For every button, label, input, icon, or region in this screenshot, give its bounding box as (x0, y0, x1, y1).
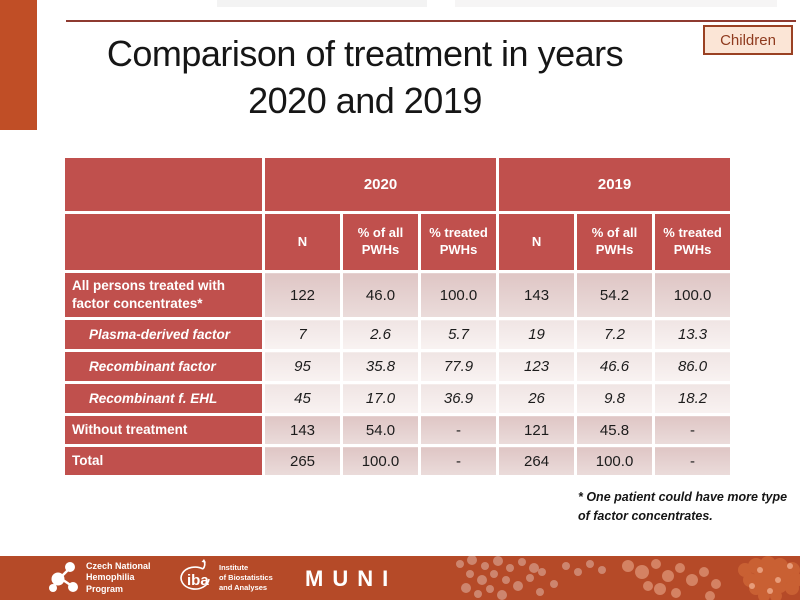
cnhp-label-line3: Program (86, 583, 124, 594)
cell: 143 (496, 270, 578, 320)
top-edge-artifact (217, 0, 427, 7)
cell: 54.2 (574, 270, 656, 320)
col-header: % treated PWHs (417, 211, 500, 273)
table-row: Plasma-derived factor 7 2.6 5.7 19 7.2 1… (62, 317, 734, 352)
slide-title-line1: Comparison of treatment in years (106, 33, 624, 74)
table-row: Recombinant factor 95 35.8 77.9 123 46.6… (62, 349, 734, 384)
cell: 86.0 (652, 349, 734, 384)
cell: 122 (262, 270, 343, 320)
footnote: * One patient could have more type of fac… (578, 488, 788, 527)
iba-logo: iba Institute of Biostatistics and Analy… (176, 559, 273, 597)
cell: 143 (262, 413, 343, 447)
children-tag: Children (703, 25, 793, 55)
col-header: % of all PWHs (340, 211, 421, 273)
cell: 264 (496, 444, 578, 478)
comparison-table: 2020 2019 N % of all PWHs % treated PWHs… (62, 155, 734, 478)
col-header: N (496, 211, 578, 273)
footnote-line2: of factor concentrates. (578, 509, 713, 524)
children-tag-label: Children (720, 31, 776, 49)
cell: 19 (496, 317, 578, 352)
cell: 100.0 (417, 270, 500, 320)
cell: 265 (262, 444, 343, 478)
iba-label-line2: of Biostatistics (219, 573, 273, 583)
iba-icon-text: iba (187, 572, 209, 589)
cell: 9.8 (574, 381, 656, 416)
cell: 35.8 (340, 349, 421, 384)
iba-label-line3: and Analyses (219, 582, 268, 592)
table-row: Recombinant f. EHL 45 17.0 36.9 26 9.8 1… (62, 381, 734, 416)
cell: 5.7 (417, 317, 500, 352)
cnhp-label-line1: Czech National (86, 561, 151, 572)
molecule-dots-decoration (456, 556, 800, 600)
cell: 54.0 (340, 413, 421, 447)
cell: 17.0 (340, 381, 421, 416)
cell: 46.6 (574, 349, 656, 384)
cell: 13.3 (652, 317, 734, 352)
cell: 46.0 (340, 270, 421, 320)
year-header-2019: 2019 (496, 155, 734, 214)
cnhp-logo: Czech National Hemophilia Program (46, 560, 151, 596)
cell: - (417, 413, 500, 447)
cell: 123 (496, 349, 578, 384)
cell: 100.0 (340, 444, 421, 478)
top-edge-artifact (455, 0, 777, 7)
cell: 77.9 (417, 349, 500, 384)
table-row: Without treatment 143 54.0 - 121 45.8 - (62, 413, 734, 447)
iba-label-line1: Institute (219, 563, 249, 573)
muni-logo: MUNI (305, 566, 398, 591)
table-corner-cell (62, 211, 265, 273)
footer-bar: Czech National Hemophilia Program iba In… (0, 556, 800, 600)
cell: 36.9 (417, 381, 500, 416)
cell: - (652, 444, 734, 478)
cell: 121 (496, 413, 578, 447)
cell: 100.0 (574, 444, 656, 478)
row-label: Recombinant f. EHL (62, 381, 265, 416)
col-header: N (262, 211, 343, 273)
cell: 45 (262, 381, 343, 416)
cell: - (652, 413, 734, 447)
row-label: Plasma-derived factor (62, 317, 265, 352)
slide-title: Comparison of treatment in years 2020 and… (45, 30, 685, 124)
iba-icon: iba (180, 559, 210, 590)
table-year-header-row: 2020 2019 (62, 155, 734, 214)
row-label: Recombinant factor (62, 349, 265, 384)
cell: 7 (262, 317, 343, 352)
col-header: % of all PWHs (574, 211, 656, 273)
col-header: % treated PWHs (652, 211, 734, 273)
table-row: All persons treated with factor concentr… (62, 270, 734, 320)
cell: 26 (496, 381, 578, 416)
slide-title-line2: 2020 and 2019 (248, 80, 482, 121)
cell: 100.0 (652, 270, 734, 320)
cell: 2.6 (340, 317, 421, 352)
row-label: Total (62, 444, 265, 478)
cnhp-label-line2: Hemophilia (86, 572, 135, 583)
row-label: All persons treated with factor concentr… (62, 270, 265, 320)
table-sub-header-row: N % of all PWHs % treated PWHs N % of al… (62, 211, 734, 273)
year-header-2020: 2020 (261, 155, 500, 214)
cnhp-molecule-icon (49, 562, 78, 592)
cell: 7.2 (574, 317, 656, 352)
title-divider-line (66, 20, 796, 22)
cell: 18.2 (652, 381, 734, 416)
left-accent-bar (0, 0, 37, 130)
cell: 45.8 (574, 413, 656, 447)
table-row: Total 265 100.0 - 264 100.0 - (62, 444, 734, 478)
cell: - (417, 444, 500, 478)
footnote-line1: * One patient could have more type (578, 490, 788, 504)
row-label: Without treatment (62, 413, 265, 447)
table-corner-cell (62, 155, 265, 214)
cell: 95 (262, 349, 343, 384)
